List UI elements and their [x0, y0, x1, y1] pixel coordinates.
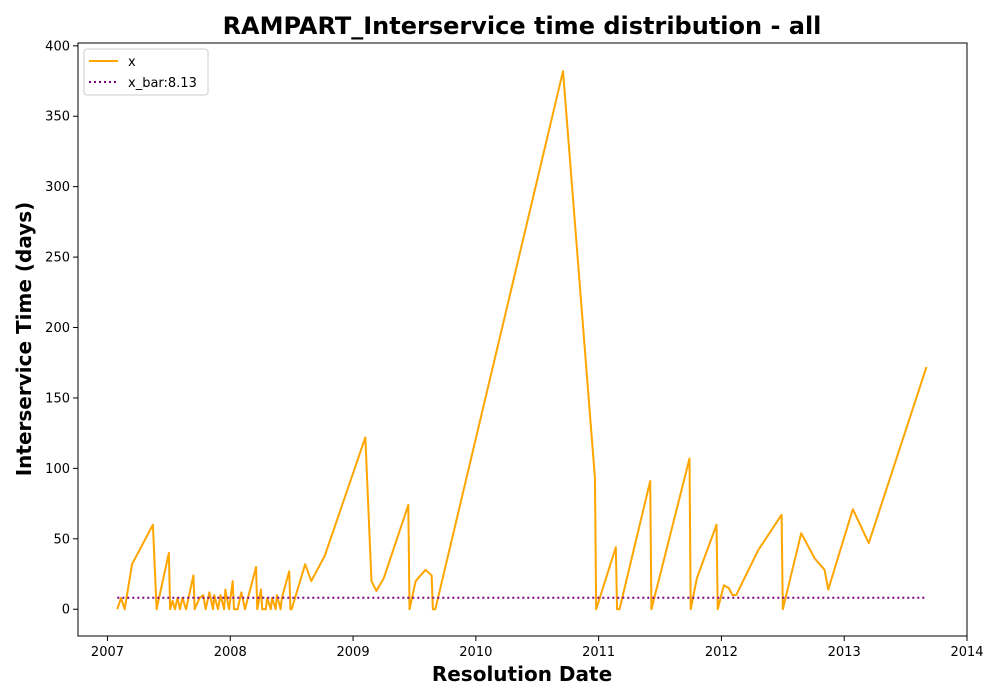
legend-label-x: x [128, 55, 136, 70]
legend: x x_bar:8.13 [83, 48, 209, 96]
y-tick-label: 0 [62, 603, 70, 618]
plot-frame [77, 42, 968, 637]
x-tick-label: 2007 [91, 645, 124, 660]
y-tick-label: 200 [45, 321, 70, 336]
plot-area [116, 70, 928, 611]
x-tick-label: 2009 [337, 645, 370, 660]
x-tick-label: 2014 [950, 645, 983, 660]
x-tick-label: 2008 [214, 645, 247, 660]
y-tick-label: 100 [45, 462, 70, 477]
y-tick-label: 250 [45, 251, 70, 266]
y-tick-label: 350 [45, 110, 70, 125]
x-tick-label: 2011 [582, 645, 615, 660]
y-tick-label: 50 [53, 532, 70, 547]
y-tick-label: 400 [45, 39, 70, 54]
x-tick-label: 2012 [705, 645, 738, 660]
legend-label-x-bar: x_bar:8.13 [128, 76, 197, 91]
chart-title: RAMPART_Interservice time distribution -… [223, 12, 822, 40]
x-axis: 2007 2008 2009 2010 2011 2012 2013 2014 [91, 636, 984, 660]
y-axis-title: Interservice Time (days) [12, 202, 36, 477]
x-tick-label: 2010 [459, 645, 492, 660]
x-axis-title: Resolution Date [432, 662, 612, 686]
x-tick-label: 2013 [828, 645, 861, 660]
y-tick-label: 300 [45, 180, 70, 195]
y-axis: 0 50 100 150 200 250 300 350 400 [45, 39, 78, 618]
y-tick-label: 150 [45, 391, 70, 406]
series-line-x [116, 70, 928, 611]
